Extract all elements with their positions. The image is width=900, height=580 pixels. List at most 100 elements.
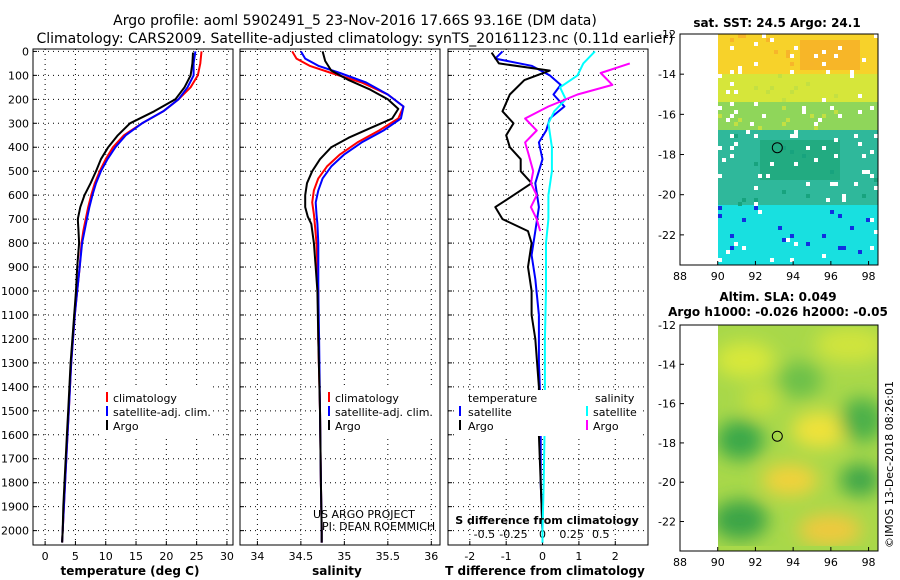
project-line2: PI: DEAN ROEMMICH (322, 520, 435, 533)
sst-pixel (858, 142, 862, 146)
map-y-tick-label: -20 (658, 189, 676, 202)
sst-pixel (742, 246, 746, 250)
sst-pixel (790, 234, 794, 238)
sst-pixel (766, 90, 770, 94)
sst-pixel (766, 38, 770, 42)
sst-pixel (738, 34, 742, 38)
sst-pixel (862, 154, 866, 158)
sst-pixel (834, 94, 838, 98)
sst-pixel (754, 102, 758, 106)
x-tick-layer: 0 5 10 15 20 25 30 34 34.5 35 35.5 36 -2 -1 0 1 2 -0.5 -0.… (42, 528, 619, 563)
sst-pixel (834, 110, 838, 114)
x-tick-label: 35.5 (376, 550, 401, 563)
sst-pixel (734, 90, 738, 94)
header-line2: Climatology: CARS2009. Satellite-adjuste… (36, 31, 673, 47)
depth-tick-label: 800 (8, 237, 29, 250)
sla-map-subtitle: Argo h1000: -0.026 h2000: -0.05 (668, 305, 888, 319)
sst-pixel (810, 114, 814, 118)
sla-blob (718, 420, 764, 460)
sst-pixel (850, 70, 854, 74)
sst-map-title: sat. SST: 24.5 Argo: 24.1 (693, 16, 860, 30)
x-tick-label: 15 (129, 550, 143, 563)
sst-pixel (754, 42, 758, 46)
sst-pixel (838, 46, 842, 50)
x-tick-label: 20 (159, 550, 173, 563)
map-y-tick-label: -12 (658, 28, 676, 41)
sst-pixel (754, 186, 758, 190)
map-x-tick-label: 94 (786, 556, 800, 569)
sst-pixel (770, 86, 774, 90)
sst-pixel (806, 194, 810, 198)
sst-pixel (790, 62, 794, 66)
sst-pixel (838, 246, 842, 250)
sst-pixel (806, 82, 810, 86)
sla-blob (840, 398, 878, 442)
sst-pixel (782, 122, 786, 126)
legend-argo-label: Argo (335, 420, 361, 433)
sst-pixel (730, 134, 734, 138)
sla-blob (762, 464, 818, 496)
sst-pixel (858, 94, 862, 98)
sst-pixel (830, 106, 834, 110)
map-y-tick-label: -22 (658, 229, 676, 242)
sst-pixel (870, 150, 874, 154)
sst-pixel (730, 114, 734, 118)
sst-pixel (718, 214, 722, 218)
sst-pixel (786, 54, 790, 58)
sst-pixel (738, 70, 742, 74)
sst-pixel (862, 170, 866, 174)
sst-pixel (742, 218, 746, 222)
s-tick-label: 0.25 (559, 528, 584, 541)
legend-sat-label: satellite-adj. clim. (335, 406, 433, 419)
sst-pixel (834, 138, 838, 142)
map-y-tick-label: -20 (658, 476, 676, 489)
sst-pixel (786, 50, 790, 54)
depth-tick-label: 1600 (1, 429, 29, 442)
sst-pixel (830, 182, 834, 186)
x-tick-label: 5 (72, 550, 79, 563)
sst-pixel (738, 66, 742, 70)
difference-panel (447, 48, 649, 546)
s-tick-label: 0.5 (592, 528, 610, 541)
legend-sat-label: satellite-adj. clim. (113, 406, 211, 419)
sst-pixel (734, 242, 738, 246)
depth-tick-label: 100 (8, 69, 29, 82)
sst-pixel (718, 74, 722, 78)
sst-pixel (774, 50, 778, 54)
sst-pixel (754, 206, 758, 210)
sst-pixel (822, 62, 826, 66)
sst-pixel (842, 246, 846, 250)
sst-pixel (754, 198, 758, 202)
sst-pixel (870, 246, 874, 250)
salinity-xlabel: salinity (312, 564, 362, 578)
sst-pixel (790, 134, 794, 138)
legend-t-argo-label: Argo (468, 420, 494, 433)
sst-pixel (722, 158, 726, 162)
depth-axis: 0 100 200 300 400 500 600 700 800 900 1000 1100 1200… (1, 45, 29, 537)
sst-pixel (790, 70, 794, 74)
depth-tick-label: 0 (22, 45, 29, 58)
sst-pixel (870, 106, 874, 110)
sst-pixel (802, 106, 806, 110)
s-tick-label: -0.5 (474, 528, 495, 541)
sst-pixel (802, 154, 806, 158)
sst-pixel (782, 146, 786, 150)
sst-pixel (854, 134, 858, 138)
sst-pixel (830, 210, 834, 214)
float-location-marker (771, 142, 783, 154)
map-y-tick-label: -12 (658, 319, 676, 332)
map-x-tick-label: 92 (748, 556, 762, 569)
sst-pixel (718, 106, 722, 110)
x-tick-label: -2 (464, 550, 475, 563)
sst-pixel (790, 258, 794, 262)
sst-pixel (874, 34, 878, 38)
sst-pixel (866, 170, 870, 174)
sla-blob (718, 342, 775, 378)
sst-pixel (850, 74, 854, 78)
sst-pixel (822, 98, 826, 102)
sst-pixel (838, 214, 842, 218)
depth-tick-label: 1500 (1, 405, 29, 418)
sst-pixel (810, 62, 814, 66)
sst-pixel (718, 174, 722, 178)
